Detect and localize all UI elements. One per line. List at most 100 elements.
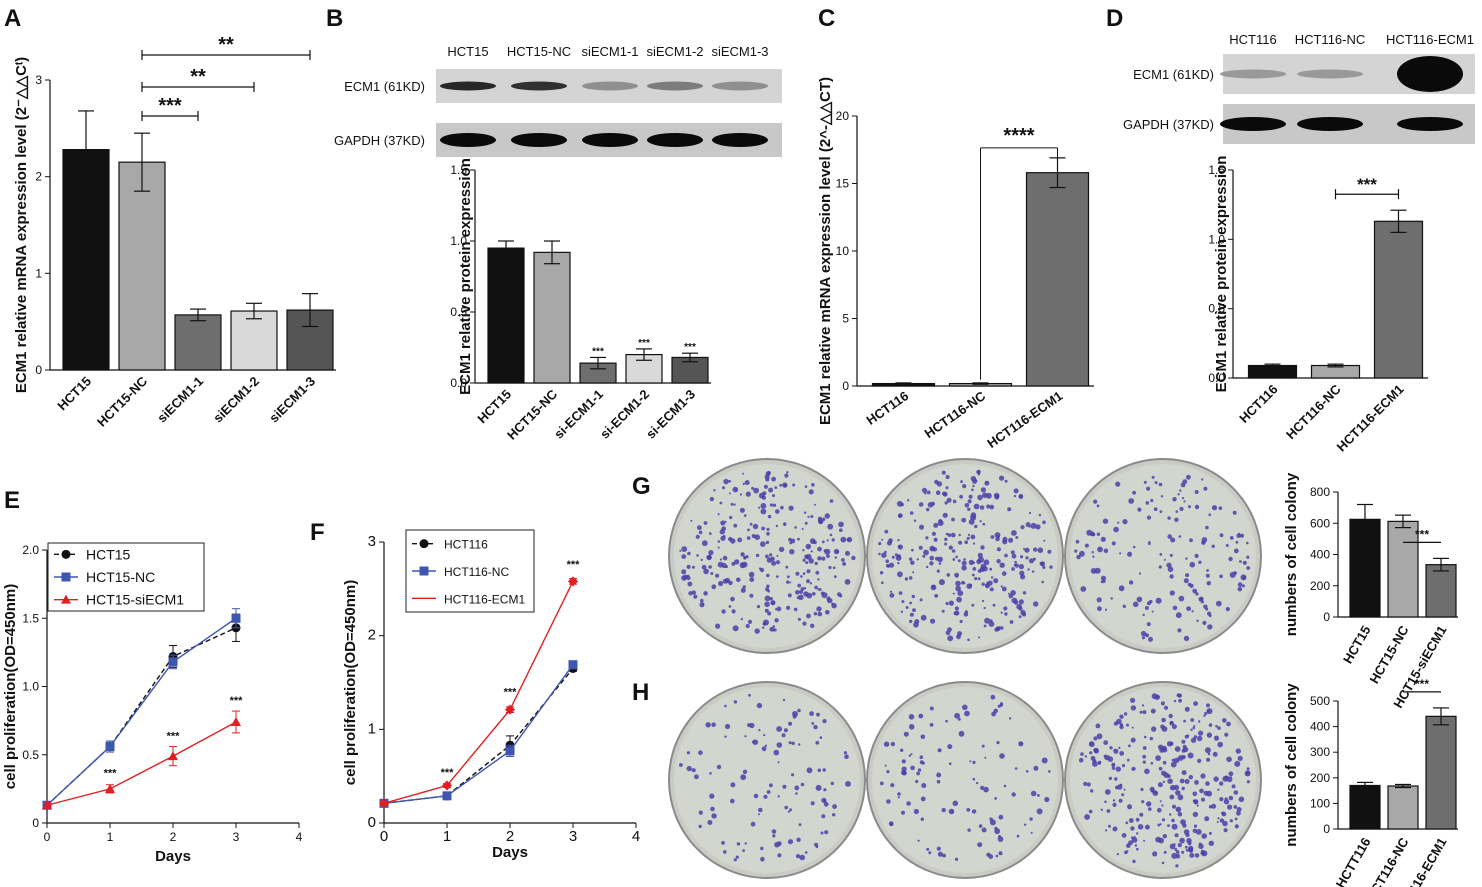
colony bbox=[803, 591, 809, 597]
colony bbox=[1238, 796, 1245, 803]
colony bbox=[709, 793, 715, 799]
colony bbox=[1108, 776, 1113, 781]
colony bbox=[1136, 596, 1143, 603]
y-tick-label: 3 bbox=[368, 533, 376, 550]
colony bbox=[1037, 794, 1040, 797]
colony bbox=[979, 520, 982, 523]
data-point bbox=[442, 791, 452, 801]
colony bbox=[1084, 814, 1090, 820]
colony bbox=[997, 836, 1004, 842]
colony bbox=[1014, 563, 1020, 568]
colony bbox=[1174, 517, 1179, 522]
colony bbox=[751, 486, 755, 490]
colony bbox=[1108, 824, 1111, 828]
colony bbox=[1196, 619, 1199, 622]
colony bbox=[1223, 799, 1230, 805]
significance-stars: *** bbox=[1415, 527, 1429, 541]
data-point bbox=[419, 539, 429, 549]
colony bbox=[687, 581, 693, 587]
colony bbox=[1181, 770, 1187, 776]
colony bbox=[1001, 571, 1007, 576]
colony bbox=[1233, 548, 1239, 554]
colony bbox=[719, 529, 725, 535]
colony bbox=[1217, 788, 1220, 791]
colony bbox=[1168, 713, 1173, 719]
colony bbox=[690, 519, 693, 522]
colony bbox=[930, 618, 936, 624]
colony bbox=[1246, 767, 1250, 771]
colony bbox=[802, 621, 807, 626]
colony bbox=[1113, 749, 1116, 752]
series-hct15-siecm1 bbox=[42, 710, 241, 810]
y-axis-label: cell proliferation(OD=450nm) bbox=[2, 584, 19, 789]
blot-band bbox=[647, 81, 703, 91]
colony bbox=[910, 560, 915, 565]
colony bbox=[1128, 744, 1131, 748]
y-tick-label: 600 bbox=[1310, 516, 1330, 530]
colony bbox=[1093, 499, 1098, 504]
colony bbox=[815, 845, 819, 849]
colony bbox=[1205, 525, 1209, 530]
colony bbox=[1161, 726, 1168, 732]
colony bbox=[1112, 826, 1118, 832]
category-label: HCT116-ECM1 bbox=[1334, 382, 1407, 455]
colony bbox=[769, 597, 773, 601]
series-hct116 bbox=[379, 663, 578, 808]
colony bbox=[948, 545, 953, 550]
colony bbox=[745, 623, 750, 629]
colony bbox=[1189, 852, 1195, 858]
colony bbox=[923, 549, 929, 556]
colony bbox=[941, 609, 945, 613]
panel-label-e: E bbox=[4, 487, 20, 514]
colony bbox=[1162, 760, 1167, 765]
colony bbox=[733, 503, 736, 506]
colony bbox=[1160, 701, 1165, 706]
colony bbox=[814, 503, 816, 506]
colony bbox=[719, 501, 723, 505]
colony bbox=[724, 735, 727, 738]
colony bbox=[701, 564, 707, 570]
y-axis-label: numbers of cell colony bbox=[1283, 472, 1300, 636]
colony bbox=[1172, 605, 1178, 611]
colony bbox=[763, 794, 768, 799]
data-point bbox=[568, 660, 578, 670]
colony bbox=[983, 786, 989, 793]
colony bbox=[810, 550, 813, 553]
colony bbox=[802, 572, 806, 575]
colony bbox=[1010, 550, 1015, 555]
blot-band bbox=[440, 81, 496, 91]
colony bbox=[729, 492, 731, 495]
colony-plate bbox=[866, 681, 1064, 879]
colony bbox=[1198, 560, 1202, 564]
colony bbox=[1198, 843, 1204, 849]
colony bbox=[926, 490, 931, 495]
colony bbox=[743, 514, 747, 517]
colony bbox=[1018, 599, 1024, 605]
colony bbox=[784, 473, 789, 478]
category-label: HCT15 bbox=[474, 387, 514, 427]
legend-label: HCT116-ECM1 bbox=[444, 592, 525, 606]
colony bbox=[746, 536, 751, 540]
colony bbox=[1161, 861, 1165, 865]
colony bbox=[919, 760, 924, 765]
colony bbox=[740, 587, 746, 593]
colony bbox=[937, 851, 944, 857]
colony bbox=[1169, 553, 1173, 557]
colony bbox=[977, 473, 981, 476]
colony bbox=[1227, 804, 1233, 810]
x-tick-label: 2 bbox=[170, 830, 177, 844]
category-label: siECM1-1 bbox=[154, 374, 206, 426]
colony bbox=[917, 839, 920, 842]
colony bbox=[1126, 843, 1131, 848]
colony bbox=[765, 540, 770, 545]
colony bbox=[782, 482, 788, 488]
colony bbox=[787, 839, 794, 845]
colony bbox=[984, 617, 991, 624]
colony bbox=[971, 573, 975, 577]
colony bbox=[1171, 852, 1178, 859]
plate-medium bbox=[872, 464, 1058, 648]
colony bbox=[948, 762, 952, 765]
colony bbox=[1038, 513, 1042, 517]
plate-medium bbox=[1070, 464, 1256, 648]
